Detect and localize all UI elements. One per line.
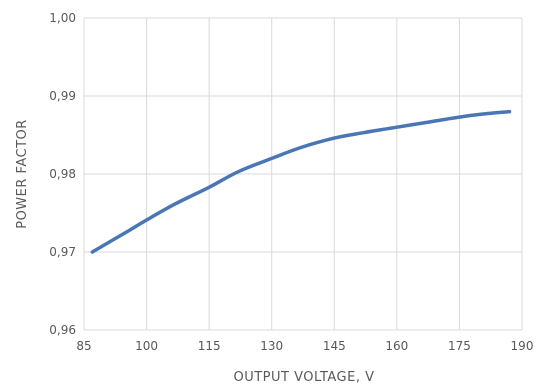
x-axis-ticks: 85 100 115 130 145 160 175 190 [76, 339, 533, 353]
power-factor-series-line [90, 109, 512, 254]
y-tick-label: 0,99 [49, 89, 76, 103]
x-tick-label: 190 [511, 339, 534, 353]
y-tick-label: 0,97 [49, 245, 76, 259]
y-tick-label: 0,98 [49, 167, 76, 181]
x-tick-label: 175 [448, 339, 471, 353]
y-axis-title: POWER FACTOR [15, 119, 30, 229]
x-axis-title: OUTPUT VOLTAGE, V [233, 370, 374, 385]
x-tick-label: 115 [198, 339, 221, 353]
x-tick-label: 85 [76, 339, 91, 353]
y-axis-ticks: 0,96 0,97 0,98 0,99 1,00 [49, 11, 76, 337]
x-tick-label: 145 [323, 339, 346, 353]
grid [83, 17, 523, 331]
x-tick-label: 130 [260, 339, 283, 353]
x-tick-label: 160 [385, 339, 408, 353]
y-tick-label: 0,96 [49, 323, 76, 337]
series-layer [90, 109, 512, 254]
y-tick-label: 1,00 [49, 11, 76, 25]
x-tick-label: 100 [135, 339, 158, 353]
